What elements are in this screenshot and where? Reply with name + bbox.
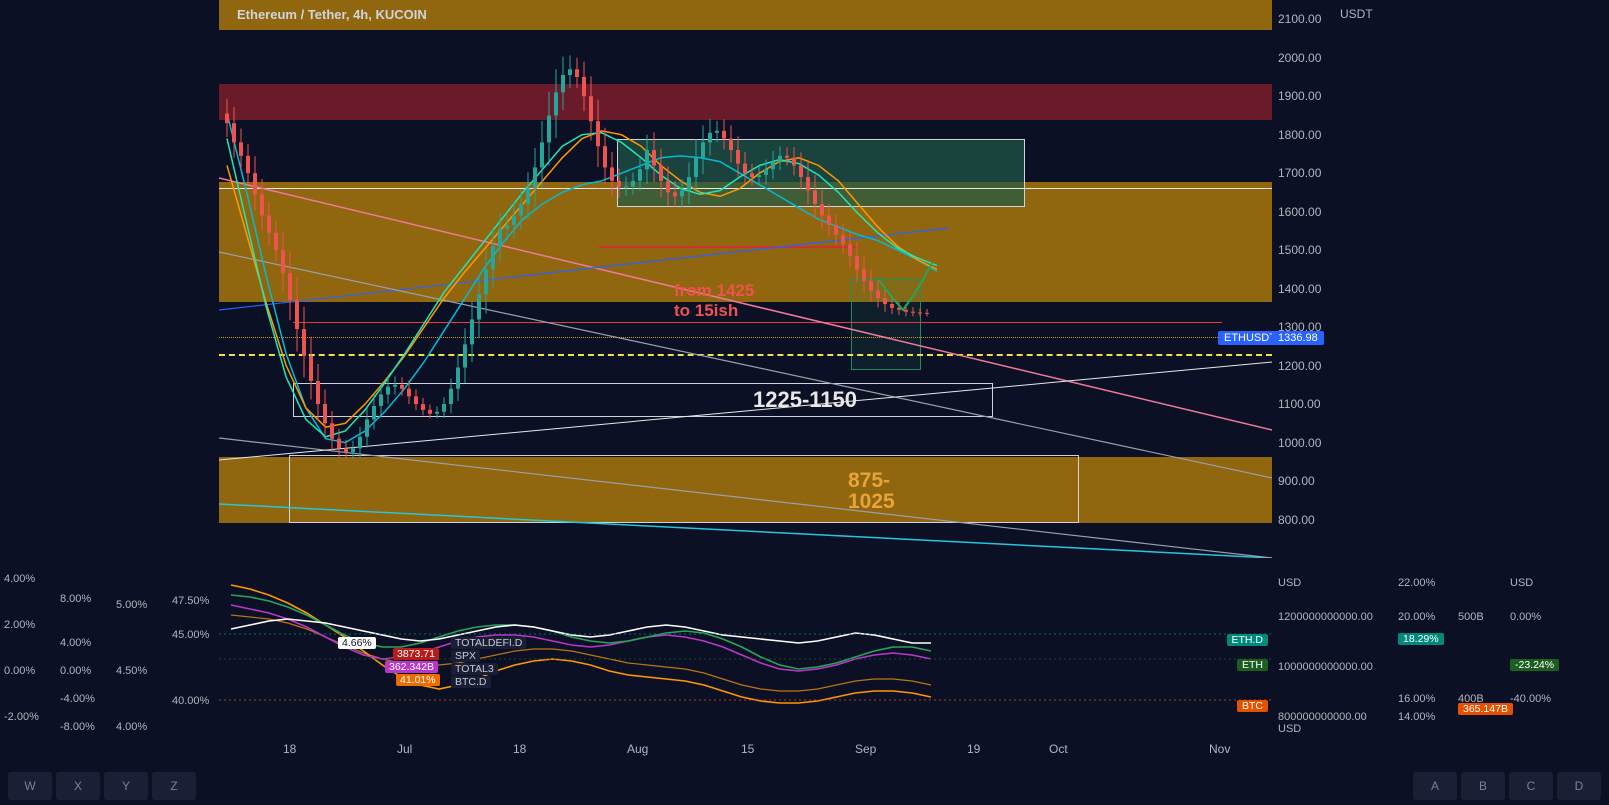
sub-axis-2b: 5.00%4.50%4.00%: [112, 565, 168, 731]
far-axis-3: USD0.00%-23.24%-40.00%-23.24%: [1504, 565, 1564, 731]
indicator-badge: TOTALDEFI.D: [451, 637, 526, 649]
price-tick: 1100.00: [1278, 397, 1321, 411]
footer-buttons-left: WXYZ: [0, 768, 196, 804]
footer-button-z[interactable]: Z: [152, 772, 196, 800]
price-tick: 1000.00: [1278, 436, 1321, 450]
time-tick: Aug: [627, 742, 648, 756]
sub-right-axis: USDUSD1200000000000.001000000000000.0080…: [1272, 565, 1392, 731]
footer-buttons-right: ABCD: [1413, 768, 1609, 804]
price-tick: 1400.00: [1278, 282, 1321, 296]
indicator-svg: [219, 565, 1272, 731]
indicator-badge: 3873.71: [393, 648, 439, 660]
time-tick: 15: [741, 742, 754, 756]
indicator-panel[interactable]: 4.66% 3873.71362.342B41.01% TOTALDEFI.DSPX…: [219, 565, 1272, 731]
price-tick: 800.00: [1278, 513, 1315, 527]
footer-button-x[interactable]: X: [56, 772, 100, 800]
price-tick: 2100.00: [1278, 12, 1321, 26]
time-tick: Jul: [397, 742, 412, 756]
eth-price-tag: 1336.98: [1272, 331, 1324, 345]
sub-axis-3: 47.50%45.00%40.00%: [168, 565, 218, 731]
time-tick: Oct: [1049, 742, 1068, 756]
time-tick: Nov: [1209, 742, 1230, 756]
price-tick: 900.00: [1278, 474, 1315, 488]
far-axis-2: 500B400B365.147B: [1452, 565, 1504, 731]
price-tick: 1900.00: [1278, 89, 1321, 103]
time-x-axis: 18 Jul 18 Aug 15 Sep 19 Oct Nov: [219, 736, 1272, 764]
far-axis-1: 22.00%20.00%16.00%14.00%18.29%: [1392, 565, 1452, 731]
footer-button-a[interactable]: A: [1413, 772, 1457, 800]
indicator-right-tag: BTC: [1237, 700, 1268, 712]
annotation-white: 1225-1150: [753, 387, 857, 413]
time-tick: Sep: [855, 742, 876, 756]
footer-button-d[interactable]: D: [1557, 772, 1601, 800]
annotation-red: from 1425to 15ish: [674, 281, 754, 320]
indicator-badge: 41.01%: [396, 674, 440, 686]
footer-button-b[interactable]: B: [1461, 772, 1505, 800]
annotation-orange: 875-1025: [848, 470, 895, 512]
indicator-badge: 4.66%: [338, 637, 376, 649]
sub-axis-1: 4.00%2.00%0.00%-2.00%: [0, 565, 56, 731]
time-tick: 18: [513, 742, 526, 756]
indicator-badge: BTC.D: [451, 676, 491, 688]
indicator-badge: SPX: [451, 650, 480, 662]
price-tick: 1200.00: [1278, 359, 1321, 373]
indicator-right-tag: ETH.D: [1227, 634, 1269, 646]
quote-currency-label: USDT: [1340, 7, 1373, 21]
indicator-badge: 362.342B: [385, 661, 438, 673]
price-tick: 1700.00: [1278, 166, 1321, 180]
price-tick: 1500.00: [1278, 243, 1321, 257]
price-tick: 1800.00: [1278, 128, 1321, 142]
chart-title: Ethereum / Tether, 4h, KUCOIN: [237, 7, 427, 22]
time-tick: 18: [283, 742, 296, 756]
footer-button-y[interactable]: Y: [104, 772, 148, 800]
sub-axis-2: 8.00%4.00%0.00%-4.00%-8.00%: [56, 565, 112, 731]
chart-svg: [219, 0, 1272, 558]
footer-button-c[interactable]: C: [1509, 772, 1553, 800]
indicator-right-tag: ETH: [1237, 659, 1268, 671]
indicator-badge: TOTAL3: [451, 663, 498, 675]
price-tick: 1600.00: [1278, 205, 1321, 219]
footer-button-w[interactable]: W: [8, 772, 52, 800]
time-tick: 19: [967, 742, 980, 756]
price-y-axis: 2100.00 2000.00 1900.00 1800.00 1700.00 1600.…: [1272, 0, 1336, 558]
price-chart-panel[interactable]: from 1425to 15ish 1225-1150 875-1025: [219, 0, 1272, 558]
price-tick: 2000.00: [1278, 51, 1321, 65]
